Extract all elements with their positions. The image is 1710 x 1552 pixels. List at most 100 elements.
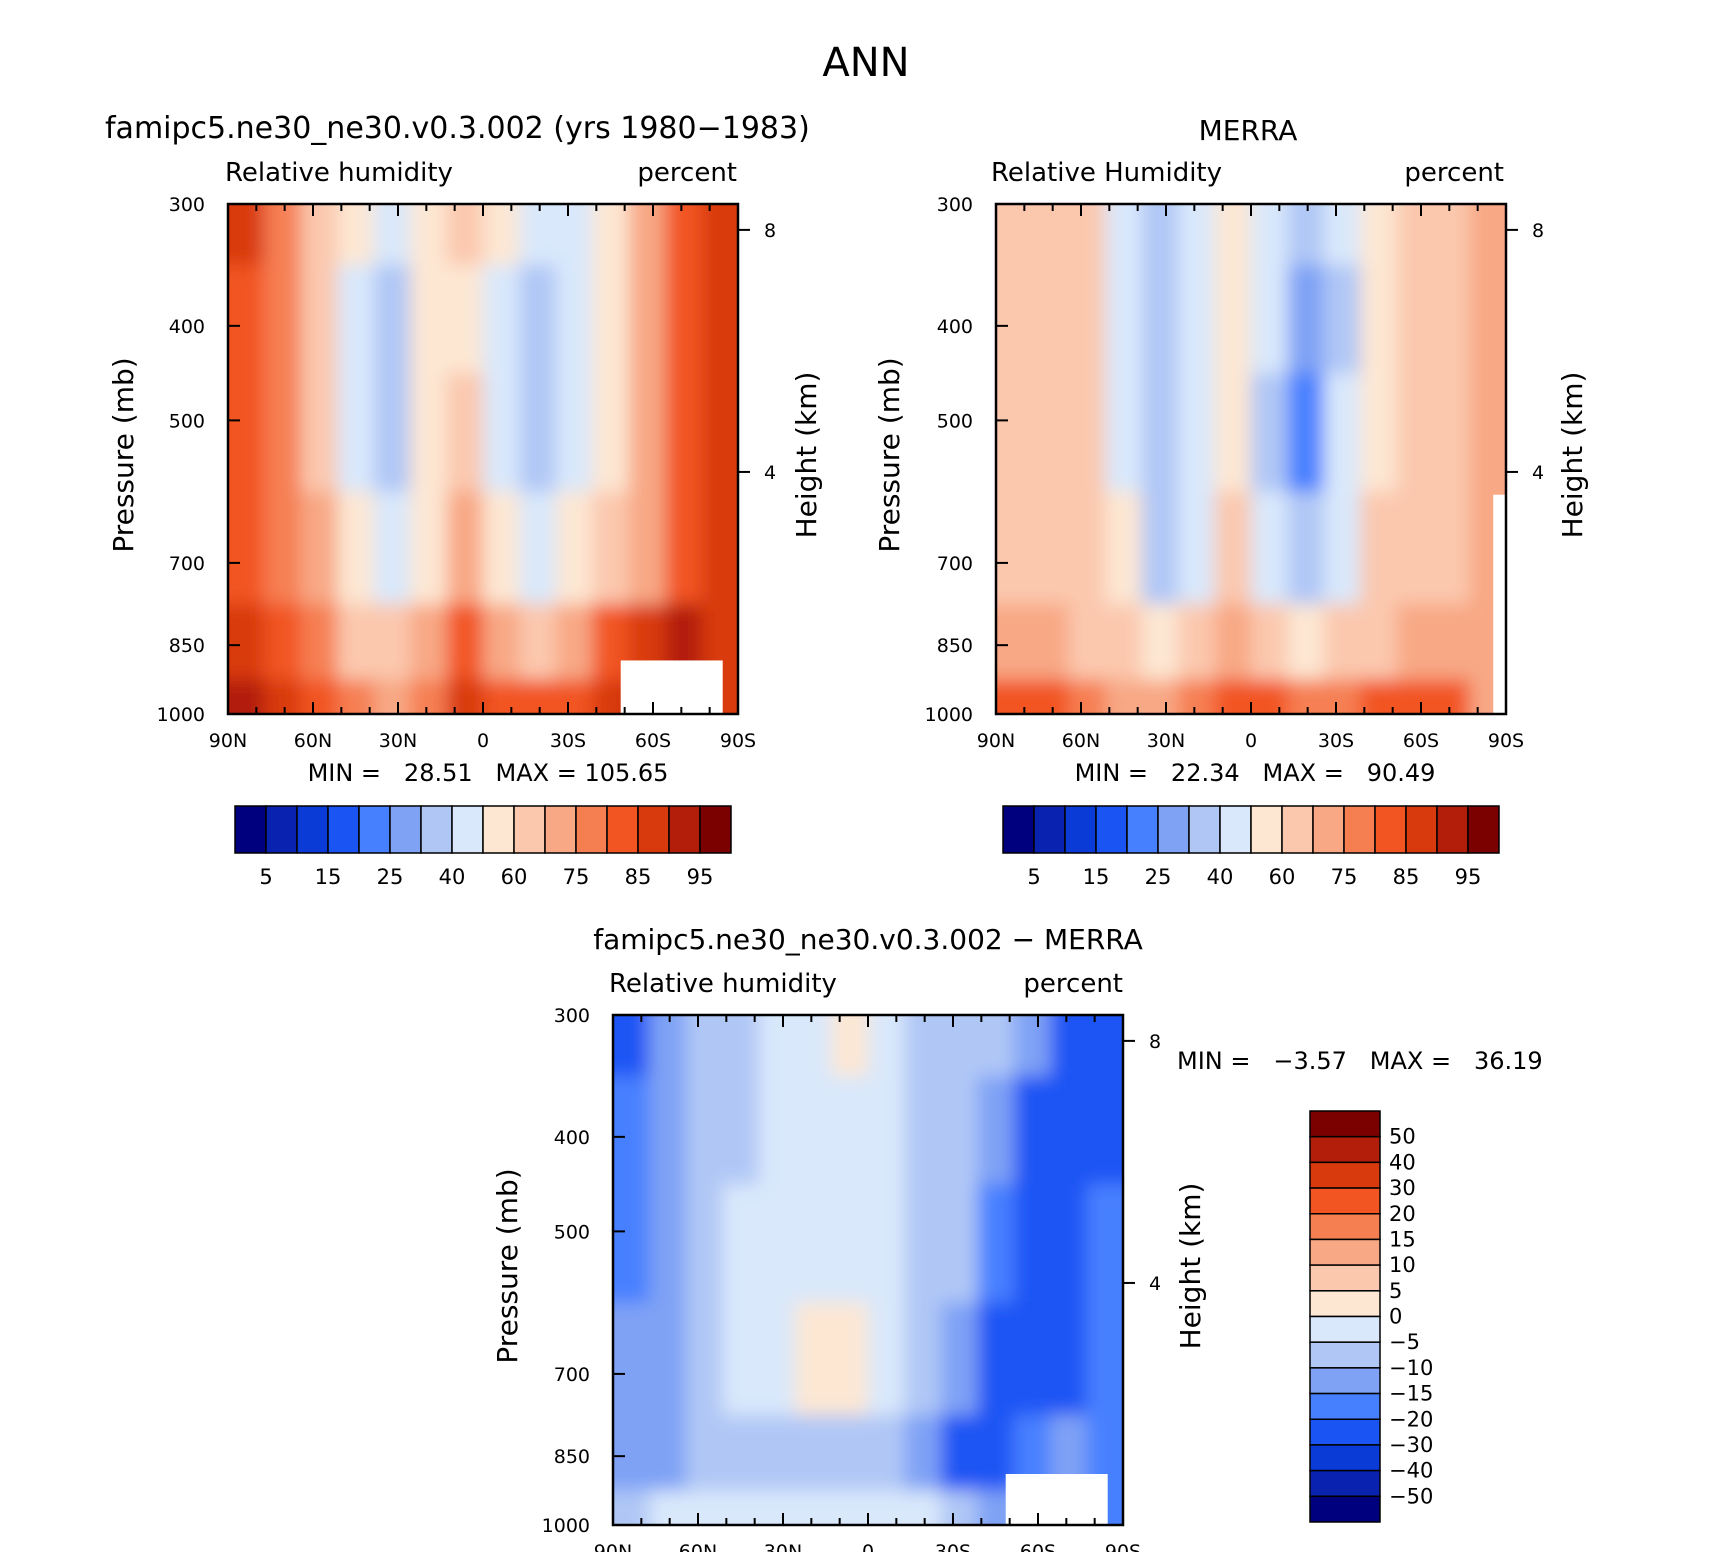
obs-x-tick-label: 60S [1403,730,1439,752]
model-cell [555,604,594,681]
model-cell [228,491,266,606]
diff-y-tick-label: 700 [554,1364,590,1386]
obs-cell [1141,204,1180,266]
obs-cell [1287,373,1325,493]
obs-colorbar-swatch [1250,805,1283,854]
obs-cell [1178,373,1216,493]
model-cell [264,604,302,681]
model-x-tick-label: 30N [379,730,417,752]
obs-units-label: percent [1404,158,1504,188]
diff-cell [831,1184,869,1304]
model-cell [300,679,339,714]
diff-colorbar-swatch [1309,1315,1381,1343]
obs-cell [996,264,1034,375]
obs-colorbar-swatch [1405,805,1438,854]
diff-colorbar-swatch [1309,1367,1381,1395]
obs-y-tick-label: 400 [937,316,973,338]
obs-colorbar-swatch [1467,805,1500,854]
diff-y-tick-label: 300 [554,1005,590,1027]
obs-cell [1068,604,1107,681]
model-colorbar-swatch [668,805,701,854]
obs-colorbar-swatch [1095,805,1128,854]
obs-cell [1287,491,1325,606]
obs-cell [996,604,1034,681]
obs-cell [1251,491,1289,606]
model-cell [701,264,738,375]
diff-cell [795,1184,833,1304]
diff-cell [831,1490,869,1525]
diff-colorbar-label: −40 [1389,1459,1433,1483]
obs-colorbar-swatch [1436,805,1469,854]
obs-cell [1396,604,1435,681]
obs-cell [1068,204,1107,266]
model-x-tick-label: 30S [550,730,586,752]
diff-cell [649,1184,687,1304]
diff-colorbar-swatch [1309,1341,1381,1369]
model-colorbar-swatch [265,805,298,854]
obs-colorbar-label: 60 [1269,865,1296,889]
diff-colorbar-label: 15 [1389,1227,1416,1251]
diff-cell [1013,1075,1052,1186]
diff-plot-area: 90N 60N 30N 0 30S 60S 90S 300 400 500 700 850 1000 8 4 [542,1005,1161,1552]
obs-height-tick-label: 8 [1532,220,1544,242]
diff-cell [649,1302,687,1417]
obs-x-tick-label: 30S [1318,730,1354,752]
diff-cell [904,1302,942,1417]
model-cell [519,604,557,681]
model-height-tick-label: 4 [764,462,776,484]
diff-cell [977,1015,1015,1077]
model-cell [410,373,448,493]
diff-colorbar-swatch [1309,1469,1381,1498]
obs-cell [1323,491,1362,606]
diff-cell [758,1490,797,1525]
obs-cell [1360,264,1398,375]
model-colorbar-swatch [451,805,484,854]
model-cell [300,204,339,266]
obs-x-tick-label: 90S [1488,730,1524,752]
diff-cell [831,1015,869,1077]
obs-colorbar-label: 75 [1331,865,1358,889]
model-colorbar-swatch [389,805,422,854]
obs-variable-label: Relative Humidity [991,158,1222,188]
model-x-tick-label: 0 [477,730,489,752]
obs-cell [1360,604,1398,681]
diff-missing-data [1005,1474,1108,1525]
model-colorbar-swatch [482,805,515,854]
diff-cell [1050,1302,1088,1417]
diff-cell [904,1490,942,1525]
model-cell [701,204,738,266]
diff-cell [722,1075,760,1186]
model-y-tick-label: 400 [169,316,205,338]
obs-contour-field [996,204,1506,714]
model-cell [264,491,302,606]
obs-cell [1251,679,1289,714]
model-variable-label: Relative humidity [225,158,453,188]
diff-cell [1050,1184,1088,1304]
model-contour-field [228,204,738,714]
obs-panel: MERRA Relative Humidity percent 90N 60N 30… [873,114,1589,889]
obs-cell [1068,679,1107,714]
obs-colorbar-swatch [1281,805,1314,854]
obs-cell [1068,264,1107,375]
obs-cell [1433,373,1471,493]
diff-colorbar-swatch [1309,1213,1381,1241]
diff-height-tick-label: 8 [1149,1031,1161,1053]
model-colorbar-swatch [234,805,267,854]
model-colorbar-swatch [544,805,577,854]
diff-cell [722,1490,760,1525]
obs-cell [1178,204,1216,266]
diff-x-tick-label: 90S [1105,1541,1141,1552]
model-cell [264,373,302,493]
diff-cell [868,1302,906,1417]
diff-cell [940,1184,979,1304]
model-cell [701,491,738,606]
obs-x-tick-label: 0 [1245,730,1257,752]
model-cell [628,204,667,266]
obs-x-tick-label: 30N [1147,730,1185,752]
obs-cell [1323,204,1362,266]
obs-cell [1032,373,1070,493]
model-cell [373,491,412,606]
obs-colorbar-swatch [1033,805,1066,854]
model-cell [665,264,703,375]
diff-colorbar-label: 10 [1389,1253,1416,1277]
